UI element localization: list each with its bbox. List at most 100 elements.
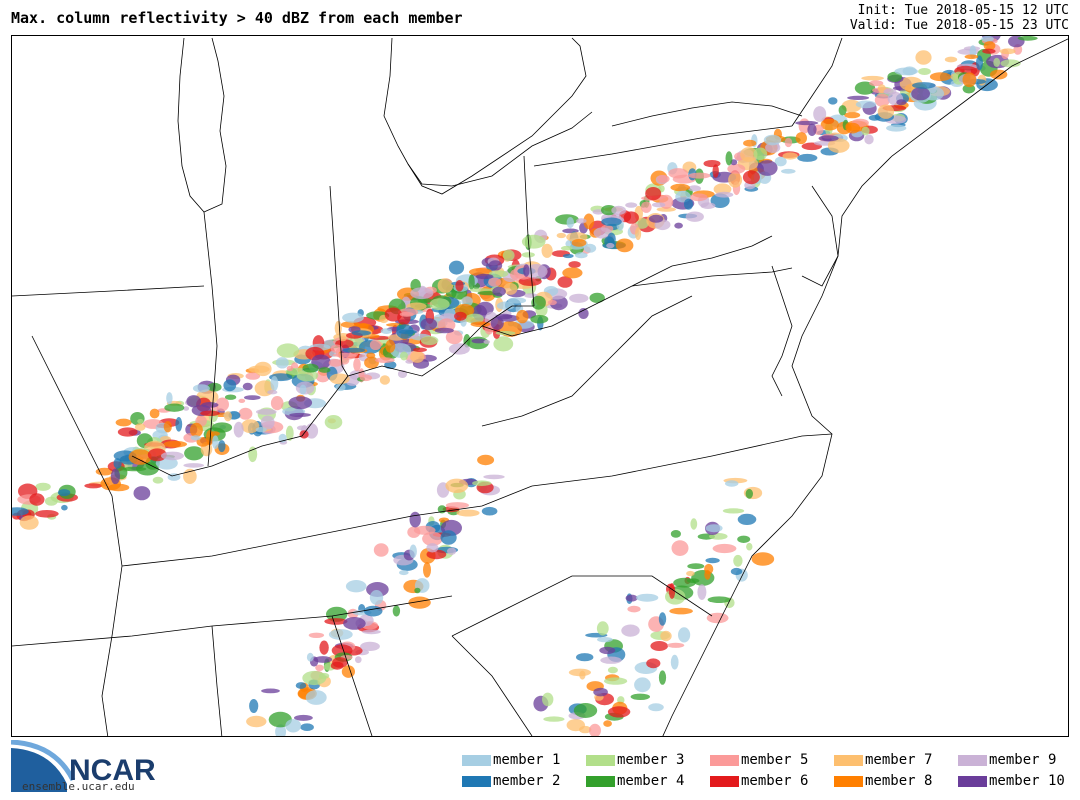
storm-cell	[410, 287, 434, 300]
storm-cell	[670, 530, 682, 538]
legend-item-member-3: member 3	[586, 752, 684, 768]
storm-cell	[495, 313, 513, 320]
storm-cell	[912, 82, 936, 89]
storm-cell	[603, 720, 612, 727]
ny-new-england	[791, 37, 843, 127]
storm-cell	[465, 313, 484, 324]
storm-cell	[583, 213, 595, 230]
storm-cell	[130, 412, 145, 426]
storm-cell	[828, 97, 838, 105]
lake-erie-outline	[407, 111, 593, 187]
storm-cell	[405, 359, 414, 364]
storm-cell	[896, 99, 907, 106]
storm-cell	[864, 134, 874, 145]
storm-cell	[604, 677, 628, 685]
storm-cell	[599, 646, 616, 655]
storm-cell	[730, 567, 743, 576]
storm-cell	[164, 403, 185, 412]
storm-cell	[492, 286, 506, 297]
storm-cell	[209, 431, 220, 437]
storm-cell	[35, 510, 59, 518]
storm-cell	[869, 80, 884, 87]
storm-cell	[481, 506, 498, 516]
storm-cell	[524, 293, 538, 298]
legend-swatch	[958, 775, 987, 787]
storm-cell	[1017, 36, 1038, 41]
storm-cell	[660, 630, 672, 642]
storm-cell	[152, 476, 164, 484]
storm-cell	[392, 605, 401, 617]
storm-cell	[847, 95, 870, 100]
storm-cell	[343, 617, 366, 630]
chart-title: Max. column reflectivity > 40 dBZ from e…	[11, 9, 463, 27]
storm-cell	[630, 693, 650, 700]
storm-cell	[782, 152, 798, 160]
storm-cell	[827, 138, 850, 153]
storm-cell	[12, 507, 29, 516]
lake-ontario-outline	[611, 101, 803, 127]
storm-cell	[319, 640, 329, 655]
storm-cell	[437, 278, 454, 293]
storm-cell	[733, 554, 743, 567]
storm-cell	[133, 486, 151, 501]
pa-ny-border	[533, 125, 793, 167]
storm-cell	[600, 656, 622, 664]
storm-cell	[332, 657, 348, 668]
storm-cell	[707, 596, 731, 603]
storm-cell	[652, 202, 666, 208]
storm-cell	[355, 656, 362, 664]
storm-cell	[742, 170, 760, 185]
storm-cell	[351, 330, 371, 336]
storm-cell	[911, 87, 930, 101]
storm-cell	[275, 724, 287, 736]
storm-cell	[246, 715, 267, 728]
storm-cell	[957, 48, 980, 55]
storm-cell	[366, 352, 376, 359]
storm-cell	[576, 653, 594, 662]
storm-cell	[621, 624, 640, 637]
storm-cell	[566, 217, 574, 229]
storm-cell	[845, 122, 860, 134]
valid-time: Valid: Tue 2018-05-15 23 UTC	[849, 18, 1069, 33]
storm-cell	[983, 41, 996, 51]
legend-swatch	[462, 754, 491, 766]
storm-cell	[915, 50, 932, 65]
storm-cell	[163, 421, 172, 433]
storm-cell	[645, 187, 662, 201]
legend-swatch	[958, 754, 987, 766]
legend-item-member-5: member 5	[710, 752, 808, 768]
storm-cell	[476, 301, 494, 316]
storm-cell	[516, 309, 529, 324]
al-ga-border	[331, 615, 373, 736]
storm-cell	[886, 124, 907, 132]
storm-cell	[746, 542, 753, 551]
storm-cell	[601, 217, 622, 227]
storm-cell	[400, 351, 408, 361]
storm-cell	[576, 218, 587, 224]
storm-cell	[877, 104, 895, 119]
storm-cell	[242, 382, 253, 391]
storm-cell	[448, 260, 465, 275]
storm-cell	[641, 201, 652, 213]
storm-cell	[294, 714, 313, 721]
storm-cell	[296, 369, 319, 382]
legend-swatch	[462, 775, 491, 787]
map-panel[interactable]	[11, 35, 1069, 737]
storm-cell	[414, 587, 421, 594]
storm-cell	[670, 183, 690, 192]
storm-cell	[1000, 59, 1021, 68]
storm-cell	[285, 719, 302, 733]
storm-cell	[184, 446, 204, 461]
legend-label: member 8	[865, 773, 933, 789]
storm-cell	[751, 552, 775, 566]
storm-cell	[249, 699, 259, 713]
storm-cell	[256, 408, 277, 415]
storm-cell	[807, 123, 817, 136]
storm-cell	[447, 547, 457, 555]
storm-cell	[712, 164, 719, 178]
storm-cell	[84, 483, 103, 489]
storm-cell	[765, 142, 781, 153]
storm-cell	[688, 172, 711, 179]
storm-cell	[611, 205, 627, 215]
southern-border	[12, 625, 213, 647]
